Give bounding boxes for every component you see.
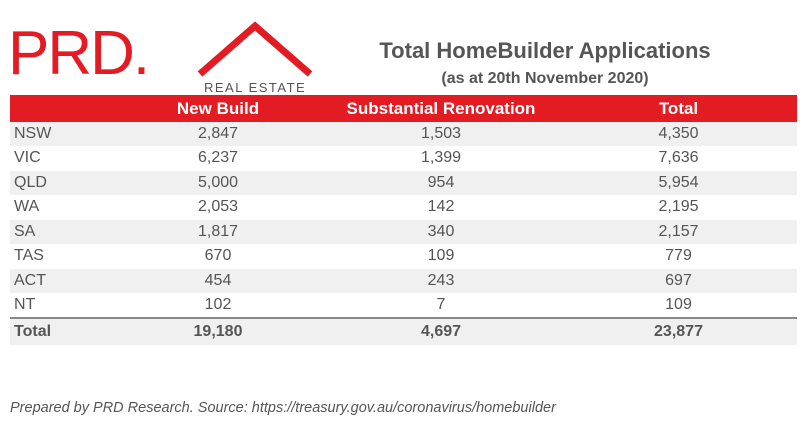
homebuilder-table: New Build Substantial Renovation Total N… — [10, 95, 797, 345]
new-build-cell: 670 — [114, 244, 322, 269]
page-subtitle: (as at 20th November 2020) — [441, 70, 649, 87]
new-build-cell: 6,237 — [114, 146, 322, 171]
column-header-total: Total — [560, 95, 797, 122]
new-build-cell: 2,847 — [114, 122, 322, 147]
total-cell: 5,954 — [560, 170, 797, 196]
table-row: ACT 454 243 697 — [10, 268, 797, 294]
new-build-cell: 1,817 — [114, 219, 322, 245]
prd-logo: PRD. REAL ESTATE — [8, 18, 313, 98]
renovation-cell: 1,399 — [322, 146, 560, 171]
table-row: VIC 6,237 1,399 7,636 — [10, 146, 797, 171]
table-row: NT 102 7 109 — [10, 293, 797, 319]
state-cell: VIC — [10, 146, 114, 171]
page-title: Total HomeBuilder Applications — [379, 38, 711, 63]
total-renovation-cell: 4,697 — [322, 317, 560, 345]
total-label-cell: Total — [10, 317, 114, 345]
state-cell: WA — [10, 195, 114, 220]
table-row: SA 1,817 340 2,157 — [10, 219, 797, 245]
renovation-cell: 7 — [322, 293, 560, 319]
new-build-cell: 2,053 — [114, 195, 322, 220]
total-new-build-cell: 19,180 — [114, 317, 322, 345]
total-cell: 7,636 — [560, 146, 797, 171]
table-row: NSW 2,847 1,503 4,350 — [10, 122, 797, 147]
table-row: WA 2,053 142 2,195 — [10, 195, 797, 220]
renovation-cell: 243 — [322, 268, 560, 294]
table-total-row: Total 19,180 4,697 23,877 — [10, 317, 797, 345]
renovation-cell: 1,503 — [322, 122, 560, 147]
source-footnote: Prepared by PRD Research. Source: https:… — [10, 400, 556, 416]
total-cell: 109 — [560, 293, 797, 319]
state-cell: NSW — [10, 122, 114, 147]
renovation-cell: 109 — [322, 244, 560, 269]
column-header-new-build: New Build — [114, 95, 322, 122]
logo-wordmark: PRD. — [8, 19, 150, 88]
state-cell: SA — [10, 219, 114, 245]
renovation-cell: 954 — [322, 170, 560, 196]
total-cell: 697 — [560, 268, 797, 294]
renovation-cell: 340 — [322, 219, 560, 245]
table-row: QLD 5,000 954 5,954 — [10, 170, 797, 196]
new-build-cell: 5,000 — [114, 170, 322, 196]
state-cell: TAS — [10, 244, 114, 269]
table-row: TAS 670 109 779 — [10, 244, 797, 269]
column-header-state — [10, 95, 114, 122]
total-cell: 2,195 — [560, 195, 797, 220]
grand-total-cell: 23,877 — [560, 317, 797, 345]
total-cell: 2,157 — [560, 219, 797, 245]
renovation-cell: 142 — [322, 195, 560, 220]
state-cell: QLD — [10, 170, 114, 196]
state-cell: NT — [10, 293, 114, 319]
total-cell: 779 — [560, 244, 797, 269]
logo-tagline: REAL ESTATE — [204, 80, 307, 95]
column-header-renovation: Substantial Renovation — [322, 95, 560, 122]
total-cell: 4,350 — [560, 122, 797, 147]
table-header-row: New Build Substantial Renovation Total — [10, 95, 797, 122]
new-build-cell: 102 — [114, 293, 322, 319]
house-roof-icon — [197, 21, 313, 77]
state-cell: ACT — [10, 268, 114, 294]
new-build-cell: 454 — [114, 268, 322, 294]
